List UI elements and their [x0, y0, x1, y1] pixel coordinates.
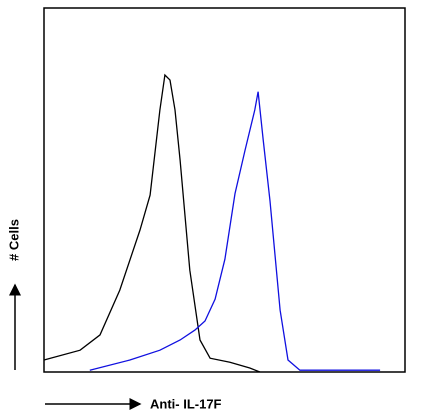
histogram-line: [89, 91, 381, 371]
histogram-line: [43, 73, 261, 373]
plot-frame: [43, 7, 406, 373]
y-axis-label: # Cells: [6, 219, 21, 261]
x-axis-label: Anti- IL-17F: [150, 396, 222, 411]
